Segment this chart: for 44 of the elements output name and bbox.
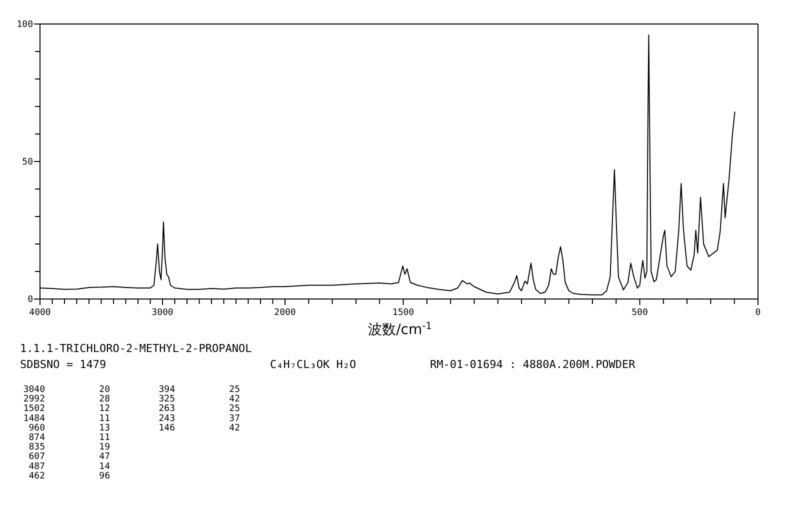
x-axis-title: 波数/cm$^{-1}$ bbox=[368, 320, 432, 338]
text: 20 bbox=[99, 385, 110, 395]
text: 325 bbox=[158, 394, 175, 405]
text: 487 bbox=[28, 462, 45, 472]
text: 13 bbox=[99, 423, 110, 434]
text: SDBSNO = 1479 bbox=[20, 358, 106, 371]
text: 14 bbox=[99, 462, 110, 472]
text: 12 bbox=[99, 404, 110, 414]
text: 263 bbox=[158, 404, 175, 414]
text: 19 bbox=[99, 442, 110, 453]
text: 243 bbox=[158, 414, 175, 424]
text: 25 bbox=[229, 385, 240, 395]
text: 96 bbox=[99, 471, 110, 482]
x-tick-label: 2000 bbox=[274, 308, 296, 318]
x-tick-label: 4000 bbox=[29, 308, 51, 318]
text: 3040 bbox=[23, 385, 45, 395]
x-tick-label: 500 bbox=[632, 308, 648, 318]
text: 960 bbox=[28, 423, 45, 434]
text: 1502 bbox=[23, 404, 45, 414]
text: 1.1.1-TRICHLORO-2-METHYL-2-PROPANOL bbox=[20, 342, 252, 355]
text: 42 bbox=[229, 423, 240, 434]
text: 47 bbox=[99, 452, 110, 462]
text: RM-01-01694 : 4880A.200M.POWDER bbox=[430, 358, 636, 371]
text: 28 bbox=[99, 394, 110, 405]
text: C₄H₇CL₃OK H₂O bbox=[270, 358, 356, 371]
text: 146 bbox=[158, 423, 175, 434]
x-tick-label: 3000 bbox=[152, 308, 174, 318]
text: 37 bbox=[229, 414, 240, 424]
text: 394 bbox=[158, 385, 175, 395]
text: 874 bbox=[28, 433, 45, 443]
text: 42 bbox=[229, 394, 240, 405]
text: 607 bbox=[28, 452, 45, 462]
y-tick-label: 50 bbox=[22, 158, 33, 168]
y-tick-label: 100 bbox=[16, 20, 33, 30]
text: 11 bbox=[99, 414, 110, 424]
text: 2992 bbox=[23, 394, 45, 405]
text: 11 bbox=[99, 433, 110, 443]
text: 25 bbox=[229, 404, 240, 414]
x-tick-label: 0 bbox=[755, 308, 761, 318]
y-tick-label: 0 bbox=[28, 295, 33, 305]
text: 1484 bbox=[23, 414, 45, 424]
x-tick-label: 1500 bbox=[392, 308, 414, 318]
text: 835 bbox=[28, 442, 45, 453]
text: 462 bbox=[28, 471, 45, 482]
